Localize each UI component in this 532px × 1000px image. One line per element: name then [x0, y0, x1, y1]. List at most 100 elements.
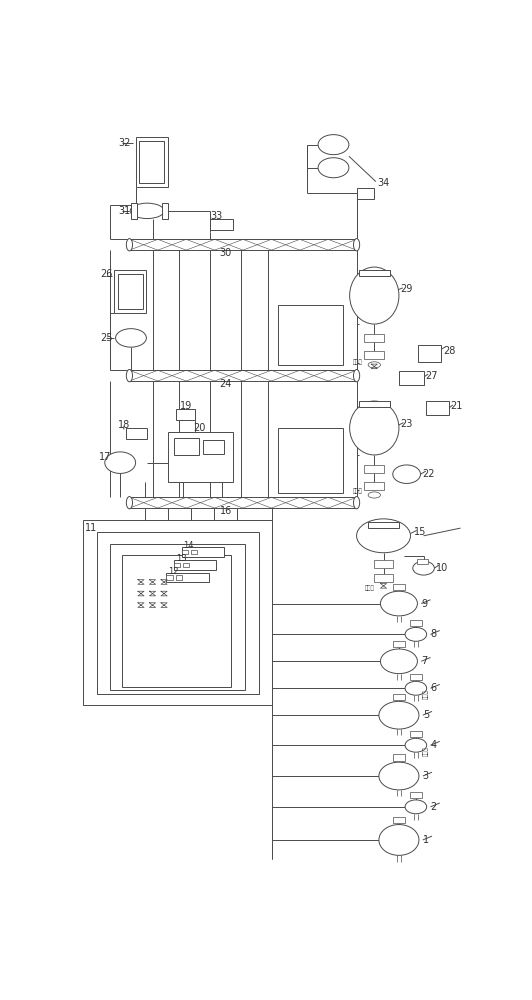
Bar: [168, 432, 234, 482]
Bar: [176, 409, 195, 420]
Text: 粗馏液: 粗馏液: [364, 585, 374, 591]
Bar: [126, 428, 147, 439]
Bar: [110, 544, 245, 690]
Text: 20: 20: [193, 423, 206, 433]
Ellipse shape: [353, 497, 360, 509]
Bar: [375, 560, 393, 568]
Bar: [162, 203, 168, 219]
Ellipse shape: [318, 158, 349, 178]
Ellipse shape: [115, 329, 146, 347]
Text: 3: 3: [423, 771, 429, 781]
Bar: [174, 560, 217, 570]
Ellipse shape: [127, 239, 132, 251]
Text: 粗馏液: 粗馏液: [353, 360, 362, 365]
Bar: [364, 334, 384, 342]
Bar: [418, 559, 428, 564]
Text: 19: 19: [179, 401, 192, 411]
Bar: [184, 563, 189, 567]
Text: 13: 13: [176, 554, 186, 563]
Bar: [118, 274, 143, 309]
Ellipse shape: [353, 369, 360, 382]
Bar: [359, 270, 389, 276]
Text: 4: 4: [430, 740, 437, 750]
Ellipse shape: [356, 519, 411, 553]
Text: 26: 26: [100, 269, 113, 279]
Ellipse shape: [393, 465, 420, 483]
Text: 9: 9: [421, 599, 427, 609]
Text: 28: 28: [443, 346, 455, 356]
Bar: [122, 555, 231, 687]
Bar: [393, 584, 405, 590]
Text: 11: 11: [85, 523, 97, 533]
Text: 5: 5: [423, 710, 429, 720]
Ellipse shape: [379, 762, 419, 790]
Text: 31: 31: [118, 206, 130, 216]
Text: 23: 23: [401, 419, 413, 429]
Text: 7: 7: [421, 656, 428, 666]
Bar: [83, 520, 272, 705]
Bar: [393, 641, 405, 647]
Bar: [356, 188, 373, 199]
Text: 粗馏液: 粗馏液: [423, 747, 429, 756]
Bar: [359, 401, 389, 407]
Text: 22: 22: [422, 469, 435, 479]
Text: 32: 32: [118, 138, 130, 148]
Bar: [129, 370, 356, 381]
Bar: [426, 401, 449, 415]
Ellipse shape: [318, 135, 349, 155]
Ellipse shape: [127, 497, 132, 509]
Text: 18: 18: [118, 420, 130, 430]
Bar: [176, 575, 182, 580]
Text: 33: 33: [210, 211, 222, 221]
Text: 34: 34: [377, 178, 389, 188]
Bar: [182, 547, 224, 557]
Ellipse shape: [405, 738, 427, 752]
Ellipse shape: [379, 825, 419, 855]
Ellipse shape: [127, 369, 132, 382]
Ellipse shape: [368, 362, 380, 368]
Bar: [114, 270, 146, 312]
Bar: [174, 438, 199, 455]
Bar: [97, 532, 259, 694]
Text: 12: 12: [168, 567, 178, 576]
Ellipse shape: [380, 591, 418, 616]
Bar: [167, 575, 172, 580]
Ellipse shape: [350, 401, 399, 455]
Text: 25: 25: [100, 333, 113, 343]
Bar: [399, 371, 423, 385]
Bar: [410, 620, 422, 626]
Bar: [375, 574, 393, 582]
Ellipse shape: [379, 701, 419, 729]
Text: 21: 21: [451, 401, 463, 411]
Text: 粗馏液: 粗馏液: [353, 488, 362, 494]
Text: 14: 14: [184, 541, 194, 550]
Bar: [278, 305, 344, 365]
Text: 30: 30: [220, 248, 232, 258]
Bar: [174, 563, 180, 567]
Ellipse shape: [368, 492, 380, 498]
Bar: [182, 550, 188, 554]
Bar: [410, 792, 422, 798]
Bar: [393, 694, 405, 700]
Bar: [131, 203, 137, 219]
Text: 17: 17: [98, 452, 111, 462]
Bar: [410, 731, 422, 737]
Ellipse shape: [130, 203, 164, 219]
Bar: [139, 141, 164, 183]
Bar: [364, 351, 384, 359]
Bar: [210, 219, 234, 230]
Ellipse shape: [405, 627, 427, 641]
Bar: [364, 465, 384, 473]
Text: 6: 6: [430, 683, 437, 693]
Ellipse shape: [413, 561, 434, 575]
Text: 29: 29: [401, 284, 413, 294]
Text: 8: 8: [430, 629, 437, 639]
Text: 16: 16: [220, 506, 232, 516]
Ellipse shape: [405, 800, 427, 814]
Text: 2: 2: [430, 802, 437, 812]
Bar: [393, 817, 405, 823]
Bar: [368, 522, 399, 528]
Text: 10: 10: [436, 563, 448, 573]
Ellipse shape: [105, 452, 136, 473]
Text: 27: 27: [425, 371, 438, 381]
